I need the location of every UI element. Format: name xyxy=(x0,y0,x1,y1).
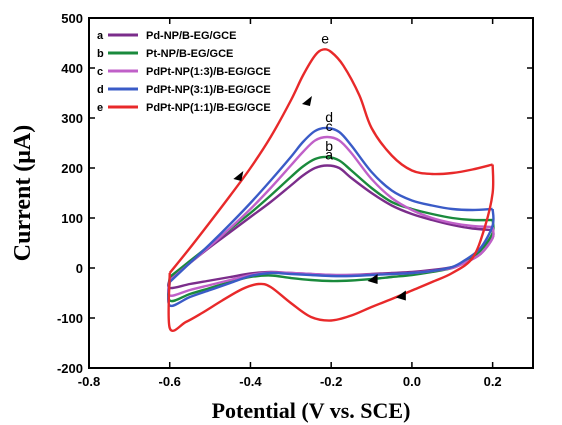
x-tick-label: -0.2 xyxy=(320,374,342,389)
series-a-forward-curve xyxy=(168,164,493,280)
legend-label-b: Pt-NP/B-EG/GCE xyxy=(146,48,233,60)
series-curves xyxy=(167,48,495,333)
curve-label-a: a xyxy=(325,147,333,163)
curve-label-e: e xyxy=(321,31,329,47)
curve-label-b: b xyxy=(325,138,333,154)
y-tick-label: -200 xyxy=(57,361,83,376)
series-e-forward-curve xyxy=(168,48,493,274)
direction-arrow xyxy=(395,290,406,301)
x-tick-label: 0.2 xyxy=(484,374,502,389)
y-tick-label: -100 xyxy=(57,311,83,326)
series-d-reverse-curve xyxy=(167,208,495,308)
series-b-reverse-curve xyxy=(167,219,495,303)
plot-frame xyxy=(88,17,534,369)
legend: a Pd-NP/B-EG/GCE b Pt-NP/B-EG/GCE c PdPt-NP(1… xyxy=(97,30,271,114)
x-axis-title: Potential (V vs. SCE) xyxy=(212,398,411,423)
legend-label-e: PdPt-NP(1:1)/B-EG/GCE xyxy=(146,102,271,114)
curve-label-d: d xyxy=(325,109,333,125)
legend-label-a: Pd-NP/B-EG/GCE xyxy=(146,30,236,42)
x-tick-label: -0.6 xyxy=(159,374,181,389)
series-e-reverse-curve xyxy=(167,164,495,333)
series-d-forward-curve xyxy=(168,126,493,283)
legend-label-d: PdPt-NP(3:1)/B-EG/GCE xyxy=(146,84,271,96)
y-tick-label: 400 xyxy=(61,61,83,76)
y-tick-label: 300 xyxy=(61,111,83,126)
y-axis-title: Current (μA) xyxy=(10,125,36,261)
legend-key-d: d xyxy=(97,84,104,96)
y-tick-label: 0 xyxy=(76,261,83,276)
x-tick-label: -0.8 xyxy=(78,374,100,389)
direction-arrow xyxy=(367,274,378,284)
legend-key-b: b xyxy=(97,48,104,60)
direction-arrow xyxy=(233,171,244,181)
series-c-forward-curve xyxy=(168,135,493,282)
y-tick-label: 200 xyxy=(61,161,83,176)
x-tick-label: 0.0 xyxy=(403,374,421,389)
y-tick-label: 500 xyxy=(61,11,83,26)
direction-arrow xyxy=(301,96,312,106)
x-tick-label: -0.4 xyxy=(239,374,262,389)
legend-key-a: a xyxy=(97,30,104,42)
y-tick-label: 100 xyxy=(61,211,83,226)
legend-key-c: c xyxy=(97,66,103,78)
legend-key-e: e xyxy=(97,102,103,114)
axis-ticks: -0.8 -0.6 -0.4 -0.2 0.0 0.2 -200 -100 0 100 200 300… xyxy=(57,11,533,389)
curve-label-c: c xyxy=(326,118,333,134)
legend-label-c: PdPt-NP(1:3)/B-EG/GCE xyxy=(146,66,271,78)
